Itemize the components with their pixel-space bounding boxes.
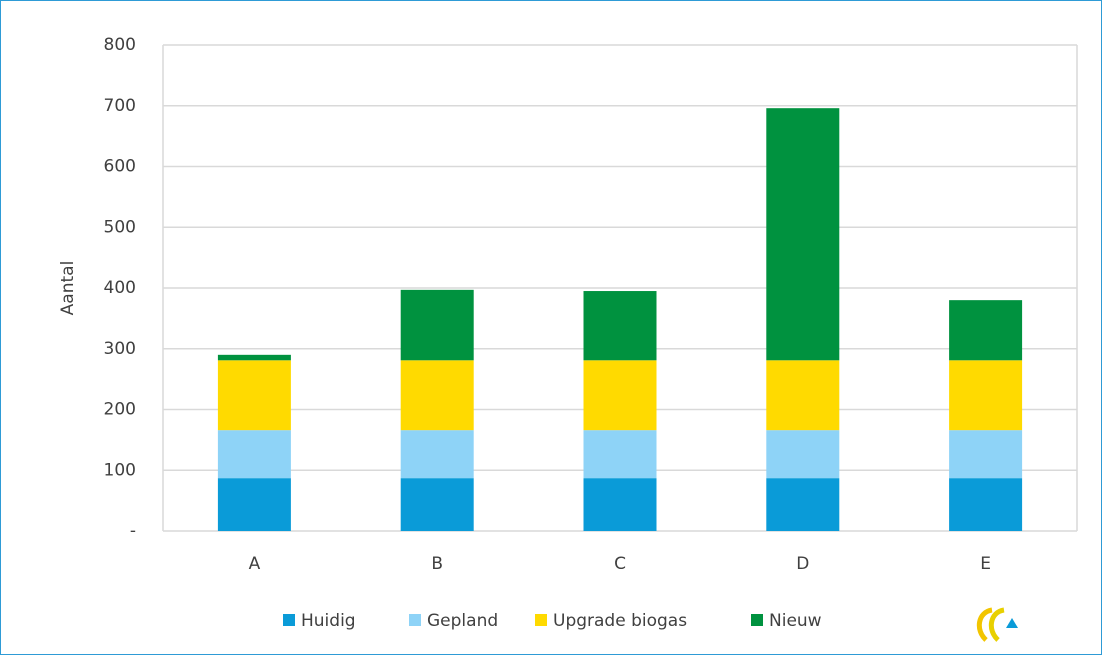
y-tick-label: 300: [104, 339, 136, 359]
bar-segment: [217, 430, 291, 479]
y-tick-label: 500: [104, 217, 136, 237]
legend-swatch: [409, 614, 421, 626]
bar-segment: [766, 360, 840, 431]
legend-swatch: [283, 614, 295, 626]
bar-segment: [583, 478, 657, 531]
y-tick-label: 400: [104, 278, 136, 298]
bar-segment: [217, 478, 291, 531]
bar-segment: [400, 430, 474, 479]
x-tick-label: E: [980, 554, 991, 574]
x-tick-label: A: [249, 554, 261, 574]
bar-segment: [949, 300, 1023, 361]
x-tick-label: D: [796, 554, 809, 574]
y-tick-label: 700: [104, 96, 136, 116]
bar-segment: [583, 291, 657, 361]
y-tick-label: -: [130, 521, 136, 541]
y-tick-label: 200: [104, 400, 136, 420]
bar-segment: [766, 430, 840, 479]
bar-segment: [400, 289, 474, 361]
bar-segment: [217, 354, 291, 361]
bar-segment: [400, 478, 474, 531]
bar-segment: [583, 430, 657, 479]
logo: [976, 607, 1018, 642]
x-tick-label: C: [614, 554, 626, 574]
legend-label: Nieuw: [769, 611, 822, 631]
y-tick-label: 100: [104, 460, 136, 480]
legend-label: Huidig: [301, 611, 356, 631]
bar-segment: [217, 360, 291, 431]
bar-segment: [949, 360, 1023, 431]
y-axis-label: Aantal: [58, 261, 78, 316]
bar-segment: [949, 430, 1023, 479]
legend-label: Gepland: [427, 611, 498, 631]
legend-label: Upgrade biogas: [553, 611, 687, 631]
y-tick-label: 800: [104, 35, 136, 55]
y-tick-label: 600: [104, 157, 136, 177]
bar-segment: [766, 108, 840, 361]
bar-segment: [949, 478, 1023, 531]
bar-segment: [583, 360, 657, 431]
x-tick-label: B: [431, 554, 443, 574]
legend-swatch: [535, 614, 547, 626]
legend-swatch: [751, 614, 763, 626]
bar-segment: [400, 360, 474, 431]
bar-segment: [766, 478, 840, 531]
